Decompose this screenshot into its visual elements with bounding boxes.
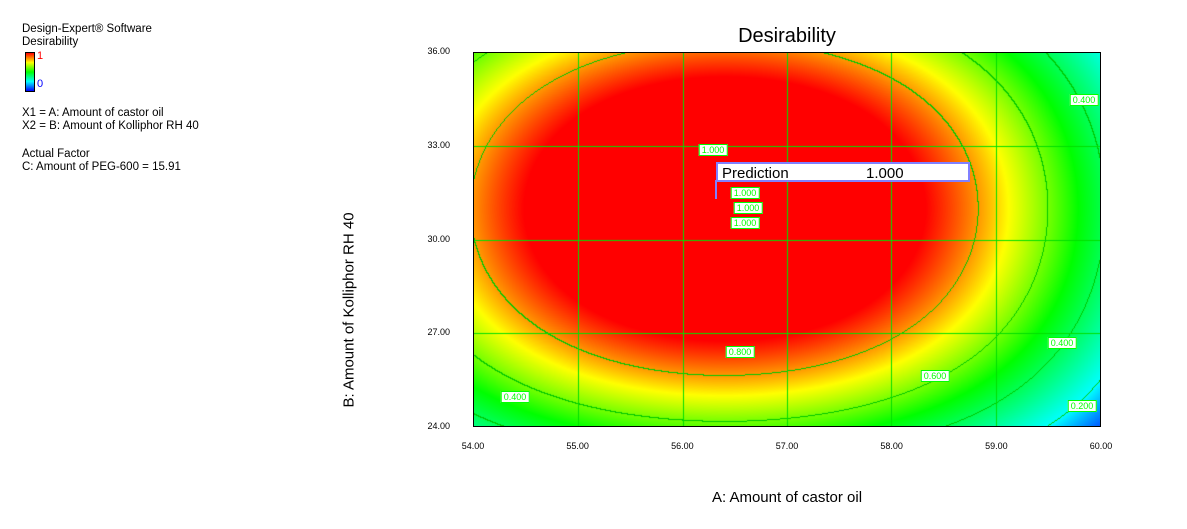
actual-factor: C: Amount of PEG-600 = 15.91 [22, 161, 181, 173]
chart-title: Desirability [738, 25, 836, 47]
contour-label: 0.400 [1047, 337, 1077, 349]
x-tick-label: 54.00 [461, 441, 485, 451]
contour-label: 1.000 [698, 144, 728, 156]
x-tick-label: 57.00 [775, 441, 799, 451]
y-tick-label: 30.00 [427, 233, 450, 244]
contour-label: 1.000 [730, 187, 760, 199]
prediction-tooltip: Prediction 1.000 [716, 162, 970, 182]
y-tick-label: 36.00 [427, 46, 450, 56]
legend-min: 0 [37, 78, 44, 90]
x1-definition: X1 = A: Amount of castor oil [22, 107, 164, 119]
contour-label: 1.000 [733, 202, 763, 214]
contour-label: 0.200 [1067, 400, 1097, 412]
x-axis-label: A: Amount of castor oil [711, 489, 863, 506]
y-axis-label: B: Amount of Kolliphor RH 40 [340, 212, 358, 408]
legend-max: 1 [37, 50, 44, 62]
response-name: Desirability [22, 36, 79, 48]
y-tick-label: 27.00 [427, 327, 450, 338]
contour-label: 0.800 [725, 346, 755, 358]
y-tick-label: 24.00 [427, 421, 450, 431]
prediction-pointer [715, 180, 717, 199]
x-tick-label: 60.00 [1089, 441, 1113, 451]
actual-factor-heading: Actual Factor [22, 148, 90, 160]
color-legend-bar [25, 52, 35, 92]
x-tick-label: 56.00 [671, 441, 694, 451]
prediction-value: 1.000 [866, 165, 904, 182]
software-name: Design-Expert® Software [22, 23, 152, 35]
contour-label: 0.600 [920, 370, 950, 382]
x-tick-label: 58.00 [880, 441, 903, 451]
y-tick-label: 33.00 [427, 139, 450, 150]
x-tick-label: 59.00 [985, 441, 1008, 451]
x2-definition: X2 = B: Amount of Kolliphor RH 40 [22, 120, 199, 132]
contour-label: 0.400 [500, 391, 530, 403]
x-tick-label: 55.00 [566, 441, 589, 451]
desirability-heatmap [474, 53, 1100, 426]
contour-label: 1.000 [730, 217, 760, 229]
contour-label: 0.400 [1069, 94, 1099, 106]
plot-area[interactable] [473, 52, 1101, 427]
prediction-label: Prediction [722, 165, 789, 182]
